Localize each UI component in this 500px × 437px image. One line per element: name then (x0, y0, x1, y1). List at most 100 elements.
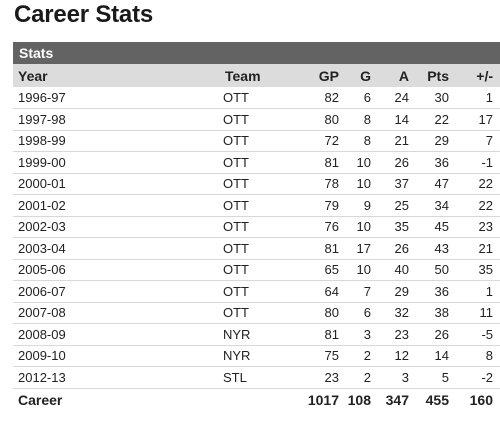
cell-pts: 26 (409, 323, 449, 346)
cell-year: 2001-02 (13, 194, 223, 217)
table-row: 2012-13 STL 23 2 3 5 -2 (13, 366, 500, 389)
cell-plus-minus: 11 (449, 302, 500, 324)
cell-plus-minus: -5 (449, 323, 500, 346)
cell-plus-minus: 1 (449, 87, 500, 109)
cell-pts: 36 (409, 151, 449, 174)
cell-team: OTT (223, 108, 297, 131)
cell-plus-minus: 8 (449, 345, 500, 367)
page-title: Career Stats (14, 1, 154, 28)
cell-plus-minus: 17 (449, 108, 500, 131)
cell-year: 2012-13 (13, 366, 223, 389)
cell-plus-minus: 7 (449, 130, 500, 152)
cell-g: 8 (339, 130, 371, 152)
cell-g: 17 (339, 237, 371, 260)
table-row: 1996-97 OTT 82 6 24 30 1 (13, 87, 500, 109)
cell-a: 25 (371, 194, 409, 217)
cell-gp: 78 (297, 173, 339, 195)
cell-gp: 82 (297, 87, 339, 109)
totals-team (223, 388, 297, 411)
cell-g: 3 (339, 323, 371, 346)
cell-pts: 43 (409, 237, 449, 260)
cell-year: 2005-06 (13, 259, 223, 281)
cell-pts: 38 (409, 302, 449, 324)
cell-pts: 5 (409, 366, 449, 389)
cell-a: 26 (371, 151, 409, 174)
column-header-team: Team (225, 67, 261, 84)
cell-gp: 81 (297, 323, 339, 346)
table-row: 1997-98 OTT 80 8 14 22 17 (13, 108, 500, 131)
panel-header: Stats (13, 42, 500, 64)
cell-gp: 76 (297, 216, 339, 238)
cell-g: 10 (339, 216, 371, 238)
table-row: 2005-06 OTT 65 10 40 50 35 (13, 259, 500, 281)
column-header-gp: GP (318, 67, 339, 84)
cell-g: 9 (339, 194, 371, 217)
cell-g: 7 (339, 280, 371, 303)
cell-gp: 80 (297, 302, 339, 324)
cell-year: 1997-98 (13, 108, 223, 131)
cell-g: 10 (339, 173, 371, 195)
totals-a: 347 (385, 391, 409, 408)
cell-year: 2009-10 (13, 345, 223, 367)
cell-team: OTT (223, 280, 297, 303)
cell-year: 2007-08 (13, 302, 223, 324)
cell-a: 35 (371, 216, 409, 238)
cell-plus-minus: -2 (449, 366, 500, 389)
cell-pts: 14 (409, 345, 449, 367)
table-row: 1999-00 OTT 81 10 26 36 -1 (13, 151, 500, 174)
cell-year: 1996-97 (13, 87, 223, 109)
cell-a: 32 (371, 302, 409, 324)
cell-pts: 50 (409, 259, 449, 281)
cell-year: 2008-09 (13, 323, 223, 346)
cell-team: OTT (223, 151, 297, 174)
cell-g: 6 (339, 87, 371, 109)
cell-pts: 36 (409, 280, 449, 303)
cell-gp: 79 (297, 194, 339, 217)
totals-plus-minus: 160 (469, 391, 493, 408)
cell-gp: 65 (297, 259, 339, 281)
cell-a: 24 (371, 87, 409, 109)
table-row: 2008-09 NYR 81 3 23 26 -5 (13, 323, 500, 346)
cell-g: 8 (339, 108, 371, 131)
cell-year: 2002-03 (13, 216, 223, 238)
cell-gp: 81 (297, 237, 339, 260)
column-header-a: A (398, 67, 409, 84)
cell-team: OTT (223, 259, 297, 281)
career-totals-row: Career 1017 108 347 455 160 (13, 388, 500, 411)
cell-year: 2000-01 (13, 173, 223, 195)
cell-g: 2 (339, 345, 371, 367)
cell-gp: 72 (297, 130, 339, 152)
cell-plus-minus: 21 (449, 237, 500, 260)
cell-year: 2006-07 (13, 280, 223, 303)
cell-year: 1999-00 (13, 151, 223, 174)
cell-plus-minus: 23 (449, 216, 500, 238)
totals-g: 108 (347, 391, 371, 408)
cell-a: 37 (371, 173, 409, 195)
column-header-plus-minus: +/- (476, 67, 493, 84)
stats-panel: Stats Year Team GP G A Pts +/- 1996-97 OT… (13, 42, 500, 411)
cell-team: OTT (223, 237, 297, 260)
cell-gp: 23 (297, 366, 339, 389)
cell-team: STL (223, 366, 297, 389)
totals-gp: 1017 (307, 391, 339, 408)
column-header-pts: Pts (427, 67, 449, 84)
cell-gp: 75 (297, 345, 339, 367)
table-row: 2003-04 OTT 81 17 26 43 21 (13, 237, 500, 260)
cell-plus-minus: 22 (449, 194, 500, 217)
cell-team: OTT (223, 173, 297, 195)
cell-a: 29 (371, 280, 409, 303)
cell-pts: 29 (409, 130, 449, 152)
cell-pts: 22 (409, 108, 449, 131)
cell-a: 26 (371, 237, 409, 260)
table-row: 2000-01 OTT 78 10 37 47 22 (13, 173, 500, 195)
cell-a: 3 (371, 366, 409, 389)
cell-g: 2 (339, 366, 371, 389)
stats-body: 1996-97 OTT 82 6 24 30 1 1997-98 OTT 80 8 14 22 17 199… (13, 87, 500, 389)
cell-pts: 45 (409, 216, 449, 238)
table-row: 2001-02 OTT 79 9 25 34 22 (13, 194, 500, 217)
cell-pts: 30 (409, 87, 449, 109)
cell-gp: 80 (297, 108, 339, 131)
cell-gp: 64 (297, 280, 339, 303)
table-row: 2009-10 NYR 75 2 12 14 8 (13, 345, 500, 367)
cell-team: OTT (223, 302, 297, 324)
